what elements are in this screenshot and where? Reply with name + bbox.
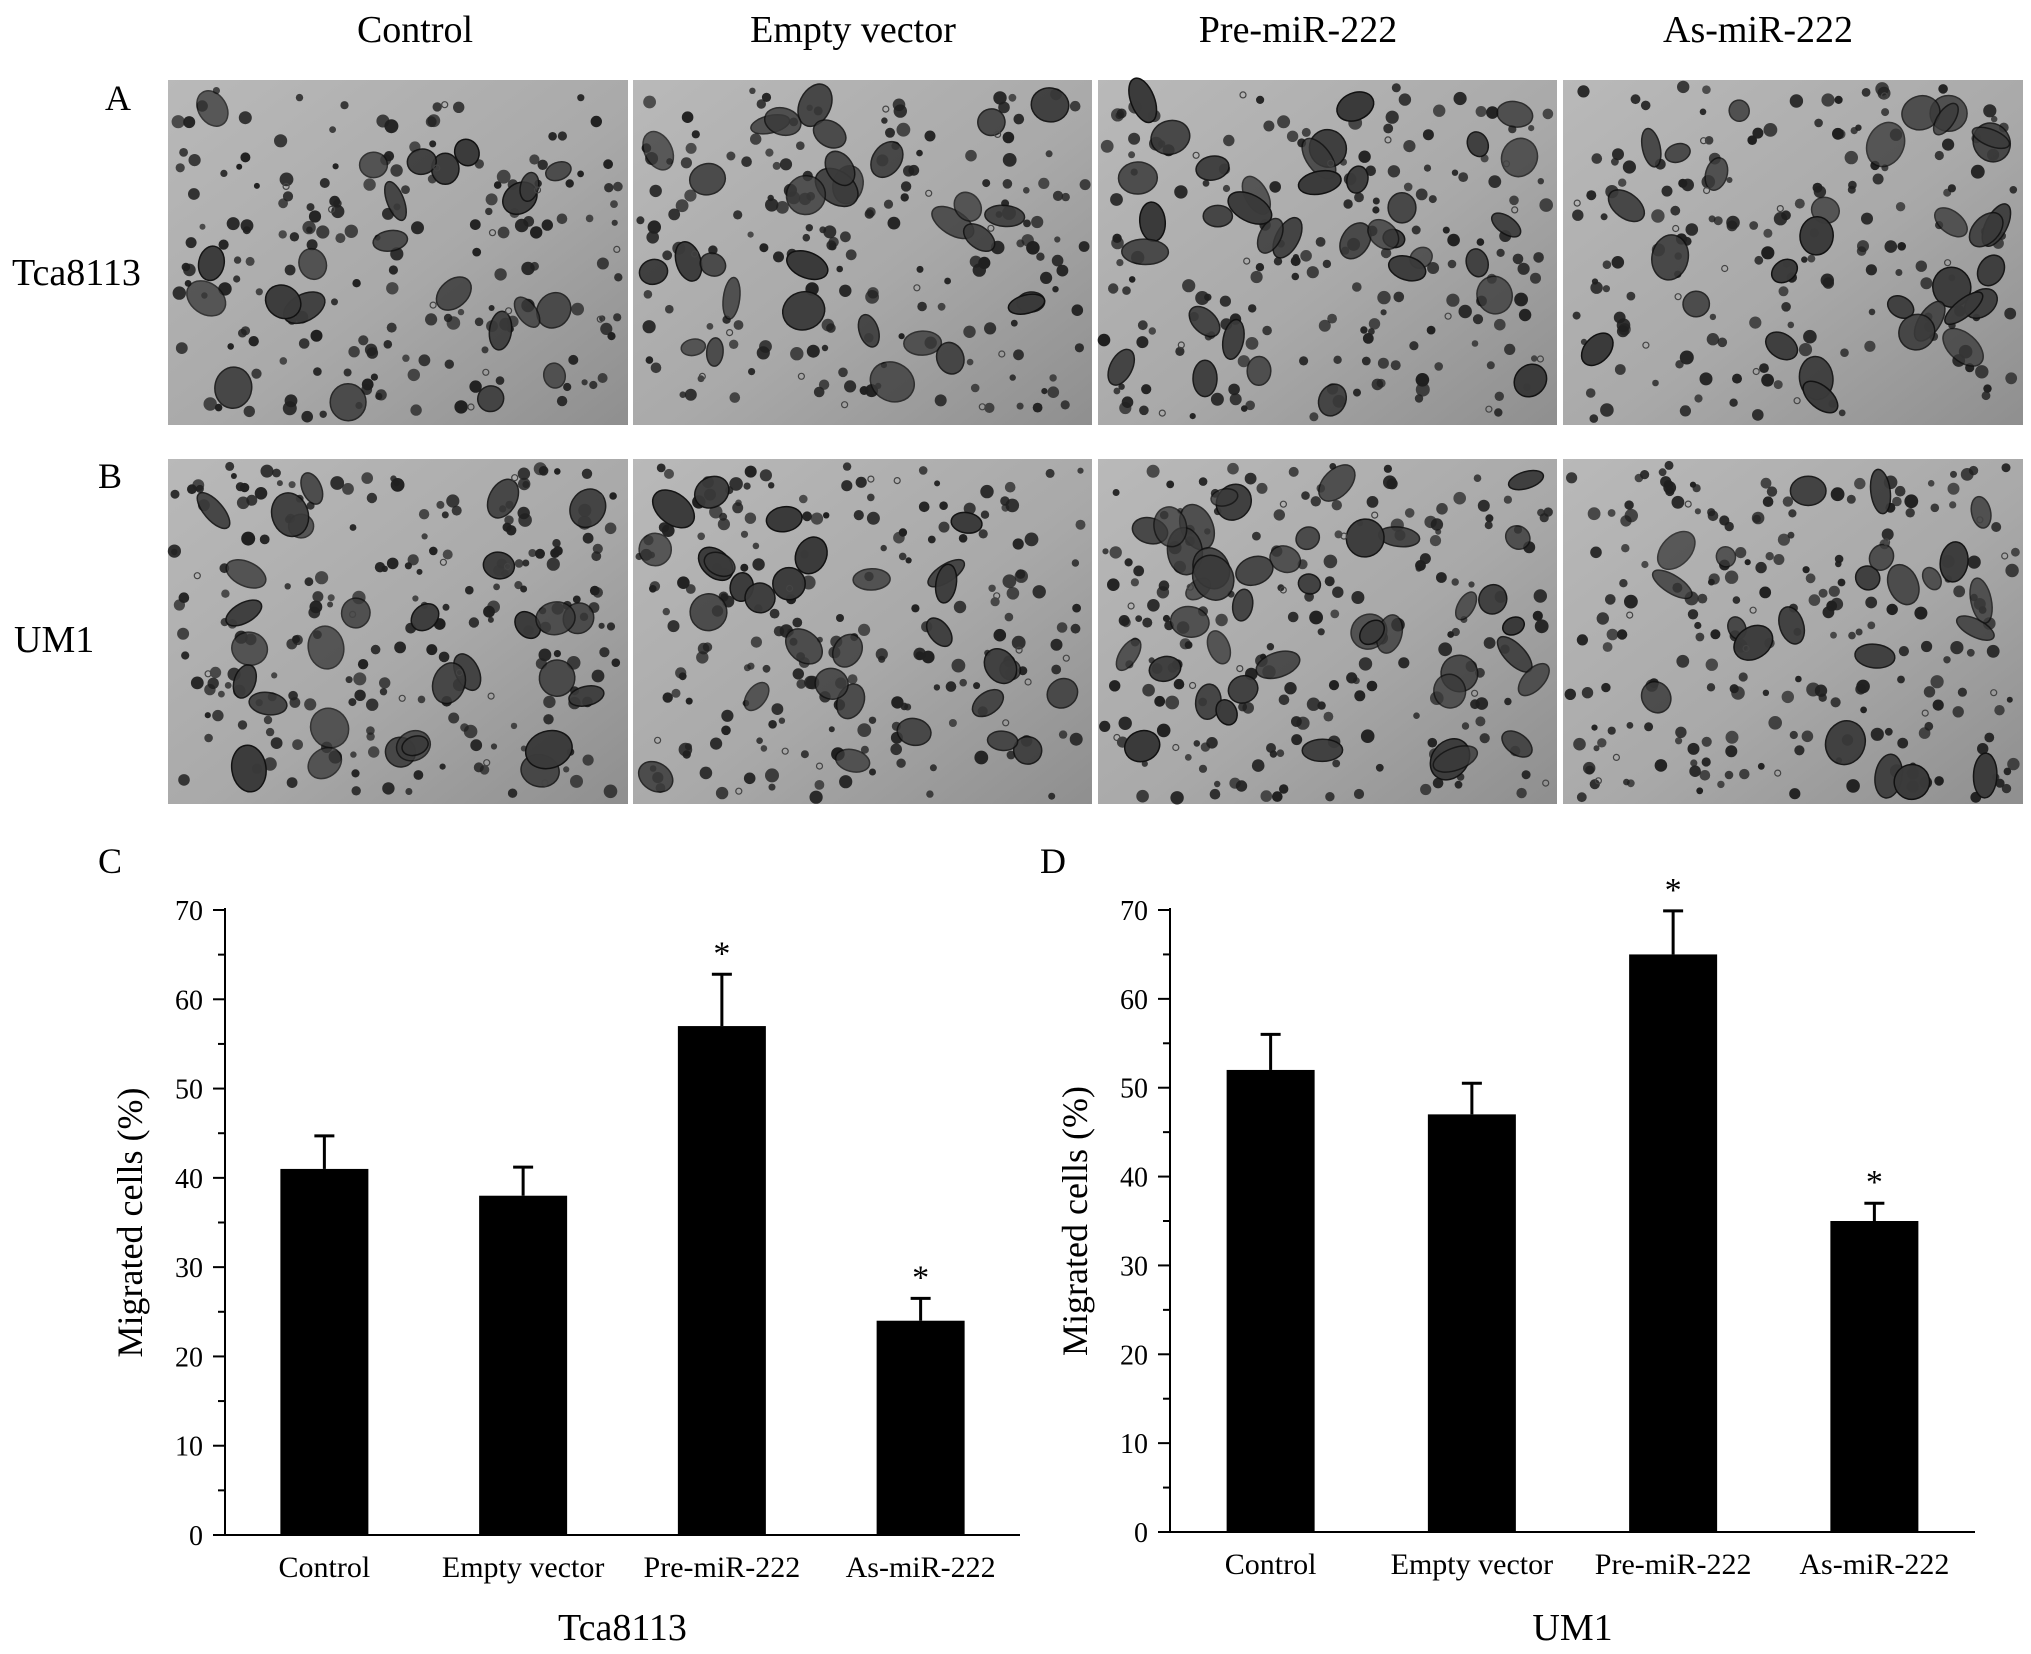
bar-pre-mir-222 (677, 1026, 766, 1535)
x-tick-label: Empty vector (442, 1551, 604, 1584)
bar-as-mir-222 (1830, 1221, 1919, 1532)
y-tick-label: 40 (175, 1164, 203, 1195)
y-tick-label: 20 (1120, 1340, 1148, 1371)
micrograph-tile-a-1 (168, 80, 628, 425)
x-tick-label: Control (1225, 1548, 1317, 1581)
panel-label-a: A (105, 78, 131, 118)
bar-pre-mir-222 (1629, 954, 1718, 1532)
x-tick-label: As-miR-222 (1799, 1548, 1949, 1581)
x-tick-label: Empty vector (1391, 1548, 1553, 1581)
bar-chart-um1: 0 10 20 30 40 50 60 70 Migrated cells (%) UM1 Cont… (1055, 872, 1975, 1649)
y-tick-label: 30 (175, 1253, 203, 1284)
y-tick-label: 0 (189, 1521, 203, 1552)
y-tick-label: 10 (1120, 1429, 1148, 1460)
column-header-pre-mir-222: Pre-miR-222 (1199, 9, 1397, 51)
significance-marker: * (713, 935, 730, 972)
bar-empty-vector (1427, 1114, 1516, 1532)
y-tick-label: 50 (175, 1075, 203, 1106)
y-tick-label: 30 (1120, 1251, 1148, 1282)
y-axis-label: Migrated cells (%) (1055, 1086, 1095, 1356)
row-label-um1: UM1 (14, 619, 94, 661)
x-tick-label: Control (279, 1551, 371, 1584)
micrograph-tile-b-4 (1563, 459, 2023, 804)
y-tick-label: 10 (175, 1432, 203, 1463)
micrograph-tile-b-3 (1098, 459, 1557, 805)
column-header-as-mir-222: As-miR-222 (1663, 9, 1853, 51)
column-header-control: Control (357, 9, 473, 51)
y-tick-label: 70 (1120, 896, 1148, 927)
micrograph-tile-a-3 (1097, 77, 1557, 425)
significance-marker: * (1866, 1164, 1883, 1201)
x-tick-label: Pre-miR-222 (1595, 1548, 1752, 1581)
micrograph-grid (167, 77, 2023, 805)
bar-control (1226, 1069, 1315, 1532)
y-tick-label: 40 (1120, 1163, 1148, 1194)
y-tick-label: 60 (1120, 985, 1148, 1016)
y-tick-label: 20 (175, 1342, 203, 1373)
micrograph-tile-a-2 (633, 80, 1092, 425)
column-header-empty-vector: Empty vector (750, 9, 956, 51)
panel-label-c: C (98, 841, 122, 881)
panel-label-b: B (98, 456, 122, 496)
y-tick-label: 50 (1120, 1074, 1148, 1105)
bar-control (280, 1168, 369, 1535)
significance-marker: * (912, 1259, 929, 1296)
micrograph-tile-b-2 (633, 459, 1092, 804)
x-axis-title: Tca8113 (558, 1607, 687, 1649)
significance-marker: * (1665, 872, 1682, 909)
bar-as-mir-222 (876, 1320, 965, 1535)
y-tick-label: 60 (175, 985, 203, 1016)
micrograph-tile-a-4 (1563, 80, 2023, 425)
micrograph-tile-b-1 (167, 459, 628, 804)
bar-empty-vector (479, 1195, 568, 1535)
y-tick-label: 0 (1134, 1518, 1148, 1549)
bar-chart-tca8113: 0 10 20 30 40 50 60 70 Migrated cells (%) Tca8113… (110, 896, 1020, 1649)
x-axis-title: UM1 (1532, 1607, 1612, 1649)
x-tick-label: Pre-miR-222 (644, 1551, 801, 1584)
y-tick-label: 70 (175, 896, 203, 927)
row-label-tca8113: Tca8113 (12, 252, 141, 294)
y-axis-label: Migrated cells (%) (110, 1088, 150, 1358)
x-tick-label: As-miR-222 (846, 1551, 996, 1584)
panel-label-d: D (1040, 841, 1066, 881)
